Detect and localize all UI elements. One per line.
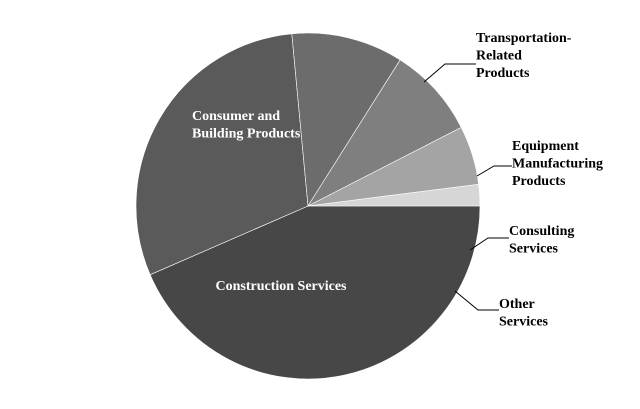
leader-line-equipment-manufacturing-products xyxy=(476,165,512,177)
leader-lines xyxy=(423,63,512,311)
pie-slice-consumer-and-building-products xyxy=(135,33,309,276)
pie-slice-construction-services xyxy=(149,205,481,380)
leader-line-consulting-services xyxy=(469,237,509,251)
slice-label-transportation-related-products: Transportation-Related Products xyxy=(476,31,572,81)
pie-slices xyxy=(135,32,481,380)
slice-label-equipment-manufacturing-products: Equipment Manufacturing Products xyxy=(512,139,603,189)
leader-line-other-services xyxy=(454,290,499,311)
slice-label-construction-services: Construction Services xyxy=(215,279,347,294)
pie-slice-transportation-related-products xyxy=(291,32,401,207)
pie-slice-other-services xyxy=(307,183,481,207)
pie-slice-equipment-manufacturing-products xyxy=(307,59,462,207)
slice-labels: Construction Services Consumer and Buildin… xyxy=(192,31,603,330)
slice-label-consulting-services: Consulting Services xyxy=(509,224,574,257)
leader-line-transportation-related-products xyxy=(423,63,476,83)
slice-label-consumer-and-building-products: Consumer and Building Products xyxy=(192,109,301,142)
slice-label-other-services: Other Services xyxy=(499,297,549,330)
